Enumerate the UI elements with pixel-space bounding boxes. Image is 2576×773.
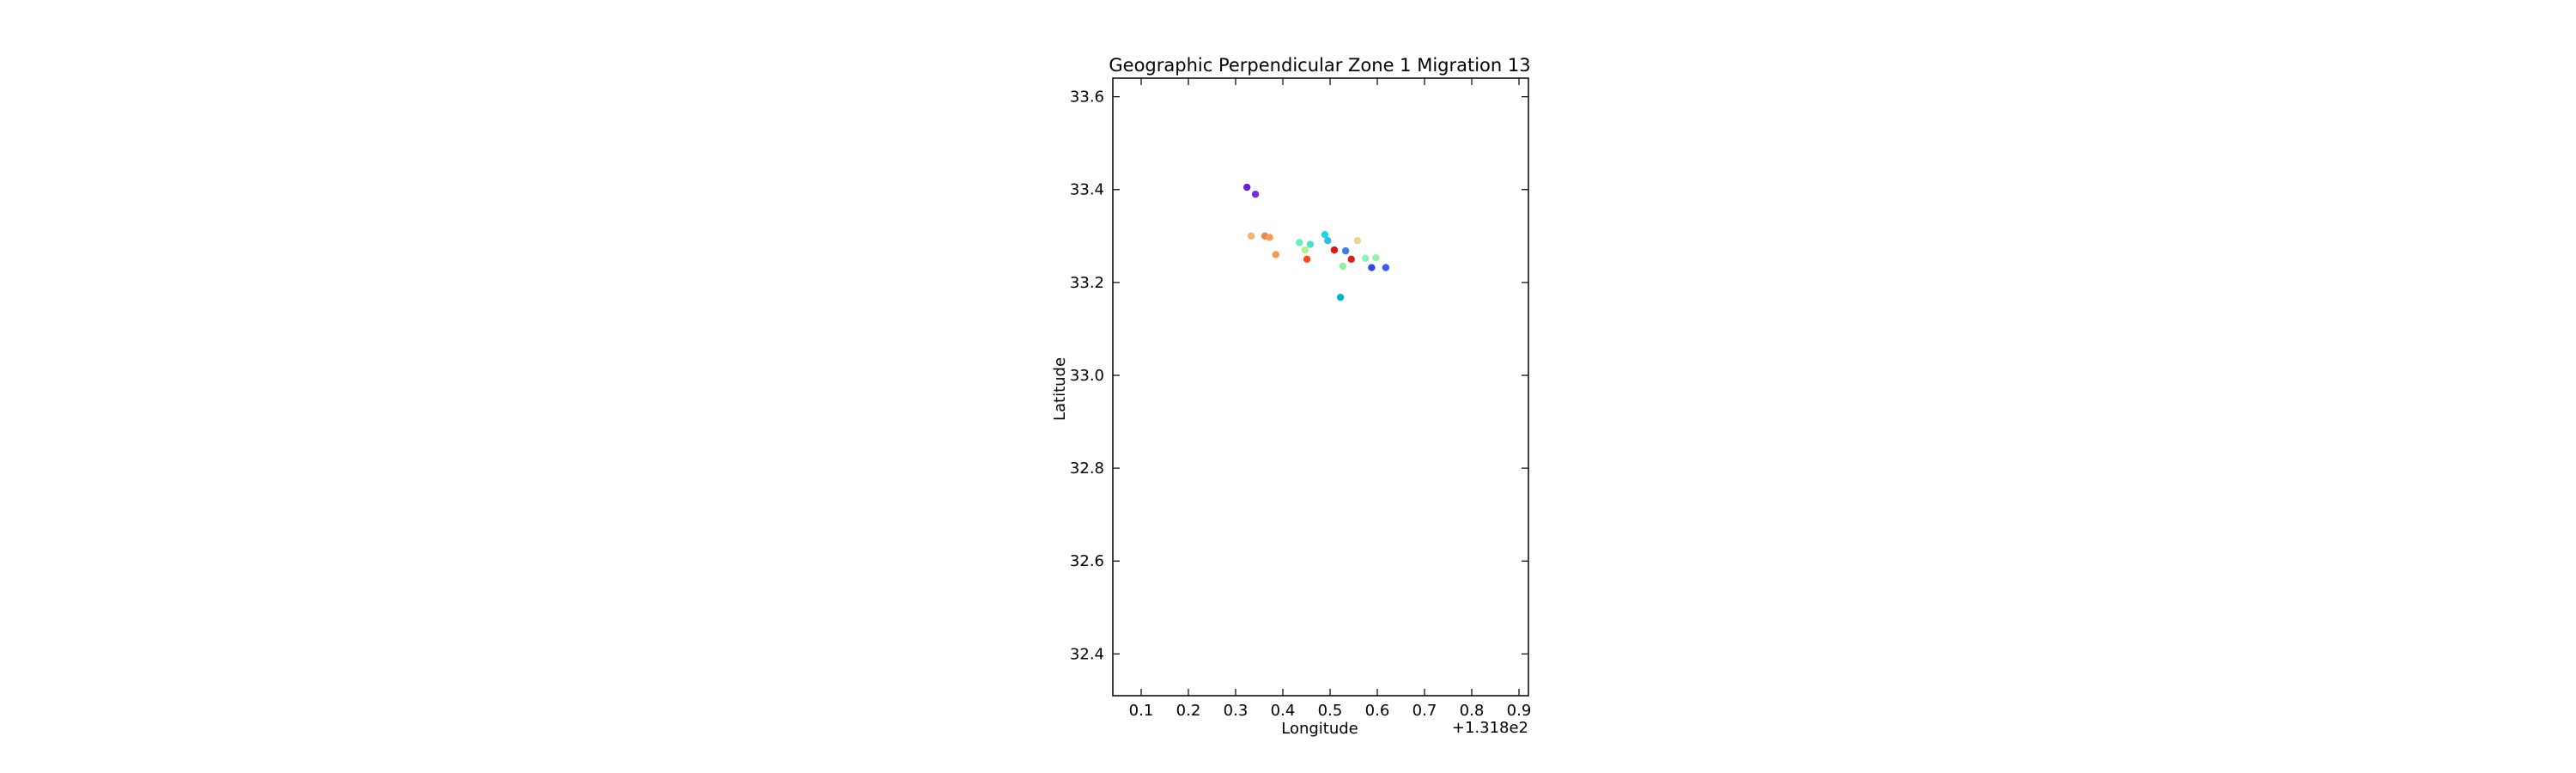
data-point: [1243, 183, 1251, 192]
data-point: [1382, 264, 1390, 271]
data-point: [1296, 239, 1303, 247]
y-tick-label: 32.8: [1070, 460, 1104, 478]
y-tick-label: 33.4: [1070, 181, 1104, 199]
data-point: [1301, 246, 1309, 254]
chart-title: Geographic Perpendicular Zone 1 Migratio…: [1109, 55, 1530, 76]
x-tick-label: 0.1: [1129, 702, 1154, 720]
data-point: [1372, 254, 1380, 262]
data-point: [1303, 255, 1311, 264]
data-point: [1347, 255, 1355, 264]
data-point: [1266, 234, 1273, 241]
data-point: [1324, 237, 1332, 245]
data-point: [1368, 264, 1376, 271]
data-point: [1336, 293, 1345, 301]
y-tick-label: 33.2: [1070, 274, 1104, 292]
x-axis-label: Longitude: [1281, 720, 1358, 738]
data-point: [1272, 251, 1279, 259]
data-point: [1321, 230, 1329, 239]
data-point: [1330, 246, 1339, 254]
y-tick-label: 32.4: [1070, 645, 1104, 663]
x-tick-label: 0.3: [1224, 702, 1249, 720]
plot-frame: [1112, 77, 1529, 697]
data-point: [1353, 237, 1362, 245]
y-tick-label: 32.6: [1070, 552, 1104, 570]
y-tick-label: 33.0: [1070, 367, 1104, 385]
data-point: [1251, 190, 1260, 198]
x-tick-label: 0.2: [1176, 702, 1201, 720]
x-tick-label: 0.8: [1460, 702, 1485, 720]
data-point: [1341, 247, 1350, 255]
x-tick-label: 0.7: [1413, 702, 1437, 720]
data-point: [1362, 254, 1370, 262]
plot-area: 0.1 0.2 0.3 0.4 0.5 0.6 0.7 0.8 0.9 32.4 32.6 32.8 3…: [1070, 77, 1532, 720]
x-tick-label: 0.5: [1318, 702, 1343, 720]
x-tick-label: 0.6: [1365, 702, 1390, 720]
x-tick-label: 0.4: [1271, 702, 1296, 720]
data-point: [1339, 262, 1347, 271]
x-axis-offset-label: +1.318e2: [1452, 719, 1528, 737]
x-tick-label: 0.9: [1507, 702, 1532, 720]
y-axis-label: Latitude: [1051, 357, 1069, 421]
data-point: [1306, 240, 1315, 248]
data-point: [1247, 232, 1255, 240]
y-tick-label: 33.6: [1070, 88, 1104, 107]
